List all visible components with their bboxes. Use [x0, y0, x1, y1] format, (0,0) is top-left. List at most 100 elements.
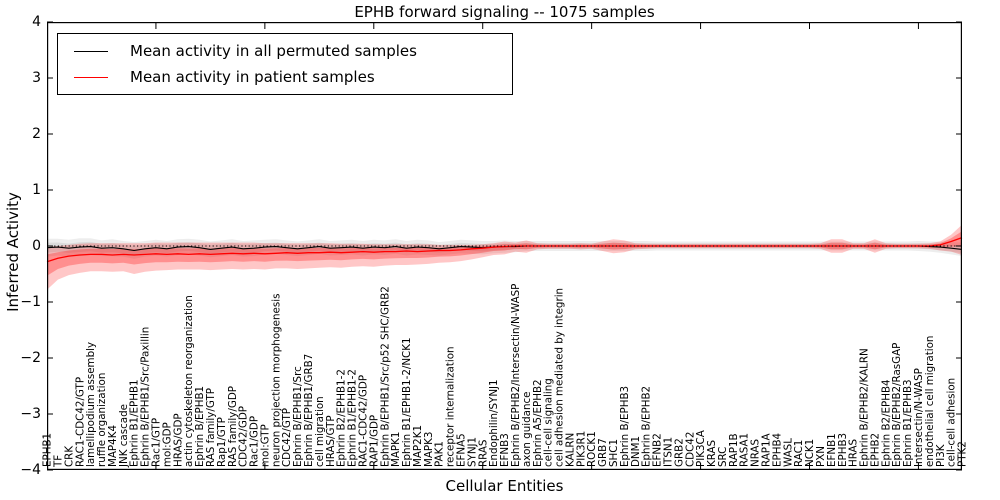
x-category-label: MAPK1	[390, 432, 402, 467]
x-category-label: endothelial cell migration	[924, 336, 936, 467]
y-tick-label: 0	[32, 238, 41, 254]
x-category-label: MAPK3	[423, 432, 435, 467]
x-category-label: Intersectin/N-WASP	[913, 368, 925, 467]
x-category-label: Rac1/GTP	[151, 418, 163, 467]
x-category-label: RRAS	[477, 440, 489, 467]
x-category-label: Ephrin B2/EPHB4	[880, 379, 892, 467]
x-category-label: Ephrin B/EPHB1/Src/p52 SHC/GRB2	[379, 286, 391, 467]
x-category-label: CRK	[63, 446, 75, 467]
x-category-label: CDC42/GTP	[281, 408, 293, 467]
x-category-label: Ephrin B1/EPHB1	[129, 379, 141, 467]
x-category-label: GRB2	[673, 438, 685, 467]
x-category-label: mol:GDP	[161, 422, 173, 467]
legend-label: Mean activity in patient samples	[130, 68, 375, 86]
x-category-label: Rap1/GTP	[216, 417, 228, 467]
x-category-label: Endophilin/SYNJ1	[488, 379, 500, 467]
x-category-label: EPHB4	[771, 433, 783, 467]
chart-title: EPHB forward signaling -- 1075 samples	[354, 3, 655, 21]
x-category-label: Ephrin B/EPHB2/RasGAP	[891, 343, 903, 467]
x-category-label: EFNB3	[499, 433, 511, 467]
x-category-label: cell migration	[314, 396, 326, 467]
legend-item-permuted: Mean activity in all permuted samples	[58, 42, 512, 60]
y-tick-label: 4	[32, 14, 41, 30]
x-category-label: Ephrin B1/EPHB1-2	[347, 369, 359, 467]
legend-label: Mean activity in all permuted samples	[130, 42, 417, 60]
x-category-label: Ephrin B1/EPHB1-2/NCK1	[401, 337, 413, 467]
x-category-label: ruffle organization	[96, 373, 108, 467]
x-category-label: KALRN	[565, 433, 577, 467]
x-category-label: SHC1	[608, 439, 620, 467]
y-tick-label: −4	[20, 462, 41, 478]
x-category-label: RAC1-CDC42/GTP	[74, 377, 86, 467]
y-tick-label: 1	[32, 182, 41, 198]
x-category-label: RAS family/GDP	[227, 386, 239, 467]
x-category-label: ROCK1	[586, 431, 598, 467]
x-category-label: receptor internalization	[445, 346, 457, 467]
x-category-label: actin cytoskeleton reorganization	[183, 295, 195, 467]
x-category-label: SRC	[717, 447, 729, 467]
y-tick-label: −3	[20, 406, 41, 422]
y-tick-label: −1	[20, 294, 41, 310]
x-category-label: PIK3CA	[695, 430, 707, 467]
x-category-label: axon guidance	[521, 392, 533, 467]
y-tick-label: 2	[32, 126, 41, 142]
x-category-label: CDC42	[684, 432, 696, 467]
x-category-label: NRAS	[750, 439, 762, 467]
x-category-label: Ephrin B/EPHB3	[619, 386, 631, 467]
x-category-label: PTK2	[957, 441, 969, 467]
y-tick-label: −2	[20, 350, 41, 366]
x-category-label: Ephrin A5/EPHB2	[532, 379, 544, 467]
x-category-label: RAP1A	[761, 433, 773, 467]
x-category-label: Ephrin B/EPHB1	[194, 386, 206, 467]
x-category-label: GRB7	[597, 438, 609, 467]
x-category-label: neuron projection morphogenesis	[270, 294, 282, 467]
x-category-label: EFNB1	[826, 433, 838, 467]
x-category-label: cell-cell adhesion	[946, 378, 958, 467]
x-axis-label: Cellular Entities	[445, 477, 564, 495]
x-category-label: RASA1	[739, 433, 751, 467]
x-category-label: cell adhesion mediated by integrin	[554, 288, 566, 467]
x-category-label: HRAS	[848, 439, 860, 467]
x-category-label: PXN	[815, 446, 827, 467]
x-category-label: TF	[53, 455, 65, 468]
x-category-label: cell-cell signaling	[543, 378, 555, 467]
x-category-label: NCK1	[804, 439, 816, 467]
x-category-label: PAK1	[434, 441, 446, 467]
x-category-label: MAP4K4	[107, 425, 119, 467]
x-category-label: Ephrin B/EPHB1/Src/Paxillin	[140, 327, 152, 467]
x-category-label: EFNB2	[652, 433, 664, 467]
x-category-label: WASL	[782, 438, 794, 467]
legend: Mean activity in all permuted samples Me…	[57, 33, 513, 95]
x-category-label: JNK cascade	[118, 404, 130, 468]
x-category-label: Ephrin B1/EPHB3	[902, 379, 914, 467]
x-category-label: lamellipodium assembly	[85, 342, 97, 467]
x-category-label: mol:GTP	[260, 424, 272, 467]
x-category-label: Ephrin B/EPHB2/KALRN	[859, 348, 871, 467]
x-category-label: Ephrin B/EPHB1/GRB7	[303, 354, 315, 467]
y-tick-label: 3	[32, 70, 41, 86]
legend-line-sample-black	[74, 50, 108, 52]
x-category-label: MAP2K1	[412, 425, 424, 467]
x-category-label: PI3K	[935, 444, 947, 467]
x-category-label: ITSN1	[663, 437, 675, 467]
x-category-label: DNM1	[630, 436, 642, 467]
x-category-label: RAC1	[793, 440, 805, 467]
x-category-label: PIK3R1	[575, 431, 587, 467]
x-category-label: HRAS/GDP	[172, 413, 184, 467]
patient-band-outer	[47, 224, 962, 290]
x-category-label: Ephrin B2/EPHB1-2	[336, 369, 348, 467]
x-category-label: SYNJ1	[466, 437, 478, 467]
x-category-label: RAS family/GTP	[205, 388, 217, 467]
x-category-label: KRAS	[706, 440, 718, 467]
x-category-label: Ephrin B/EPHB1/Src	[292, 366, 304, 467]
x-category-label: RAP1/GDP	[368, 415, 380, 467]
x-category-label: HRAS/GTP	[325, 415, 337, 467]
legend-item-patient: Mean activity in patient samples	[58, 68, 512, 86]
x-category-label: Ephrin B/EPHB2	[641, 386, 653, 467]
x-category-label: EPHB2	[870, 433, 882, 467]
x-category-label: Ephrin B/EPHB2/Intersectin/N-WASP	[510, 284, 522, 467]
legend-line-sample-red	[74, 76, 108, 78]
x-category-label: EPHB3	[837, 433, 849, 467]
